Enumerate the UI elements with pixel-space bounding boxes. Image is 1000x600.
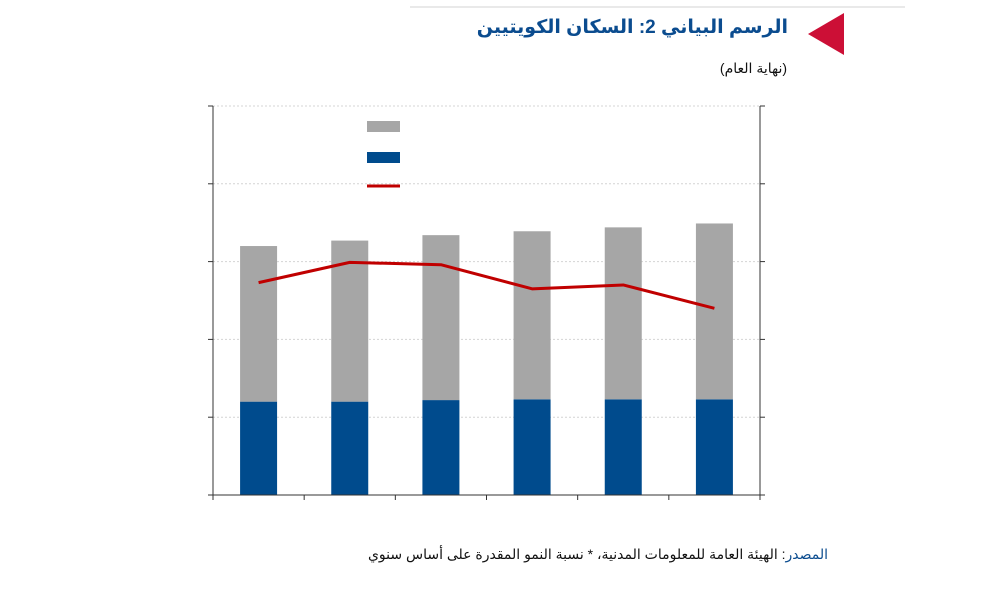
legend-swatch-gray	[367, 121, 400, 132]
bar-segment	[422, 400, 460, 495]
red-arrow-icon	[808, 13, 844, 55]
growth-line	[258, 260, 715, 310]
legend-swatch-blue	[367, 152, 400, 163]
bar-segment	[513, 231, 551, 400]
gridlines	[213, 105, 760, 418]
bar-series	[240, 223, 733, 495]
chart-subtitle: (نهاية العام)	[719, 60, 787, 76]
bar-segment	[604, 227, 642, 400]
bar-segment	[331, 240, 369, 402]
legend	[367, 121, 400, 188]
bar-segment	[513, 399, 551, 495]
axes	[208, 105, 765, 500]
source-separator: :	[781, 546, 786, 562]
source-note: المصدر: الهيئة العامة للمعلومات المدنية،…	[368, 546, 828, 563]
bar-segment	[695, 223, 733, 400]
bar-segment	[331, 401, 369, 495]
bar-segment	[604, 399, 642, 495]
line-series	[258, 260, 715, 310]
source-text: الهيئة العامة للمعلومات المدنية، * نسبة …	[367, 546, 782, 562]
bar-segment	[240, 246, 278, 402]
bar-segment	[695, 399, 733, 495]
bar-segment	[422, 235, 460, 401]
bar-segment	[240, 401, 278, 495]
chart-title: الرسم البياني 2: السكان الكويتيين	[476, 17, 788, 38]
header-rule	[410, 6, 905, 8]
source-label: المصدر	[785, 546, 829, 562]
